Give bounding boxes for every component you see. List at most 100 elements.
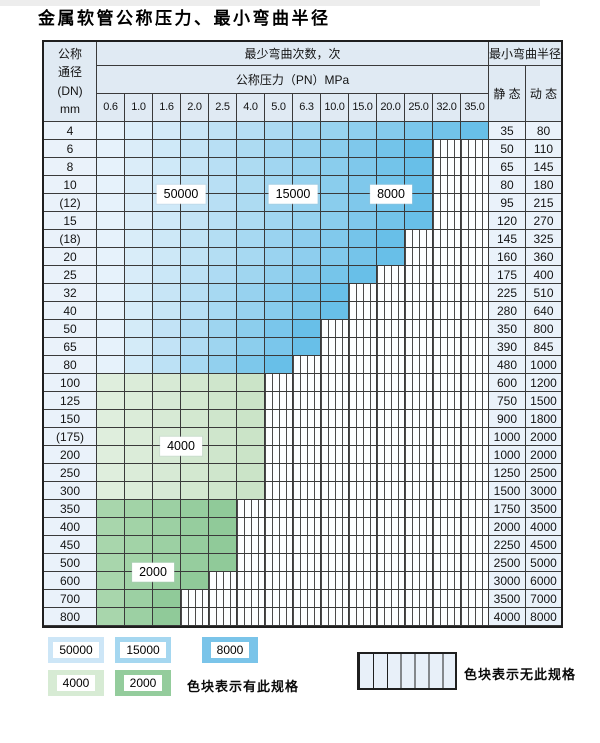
no-spec-cell <box>433 230 461 248</box>
spec-cell <box>321 284 349 302</box>
no-spec-cell <box>349 374 377 392</box>
legend-swatch-label: 4000 <box>56 675 96 691</box>
no-spec-cell <box>265 536 293 554</box>
no-spec-cell <box>461 554 489 572</box>
spec-cell <box>125 446 153 464</box>
no-spec-cell <box>293 500 321 518</box>
dynamic-radius-cell: 2000 <box>526 446 561 464</box>
bend-cycles-label: 8000 <box>370 184 412 204</box>
spec-cell <box>209 410 237 428</box>
spec-cell <box>153 518 181 536</box>
spec-cell <box>209 212 237 230</box>
no-spec-cell <box>433 536 461 554</box>
no-spec-cell <box>377 302 405 320</box>
no-spec-cell <box>377 482 405 500</box>
no-spec-cell <box>321 320 349 338</box>
no-spec-cell <box>349 284 377 302</box>
no-spec-cell <box>293 590 321 608</box>
no-spec-cell <box>461 500 489 518</box>
spec-cell <box>237 392 265 410</box>
spec-cell <box>97 446 125 464</box>
spec-cell <box>209 284 237 302</box>
dn-cell: 20 <box>44 248 97 266</box>
no-spec-cell <box>237 518 265 536</box>
no-spec-cell <box>377 608 405 626</box>
spec-cell <box>125 302 153 320</box>
static-radius-cell: 160 <box>489 248 526 266</box>
spec-cell <box>265 320 293 338</box>
spec-cell <box>265 248 293 266</box>
spec-cell <box>209 122 237 140</box>
dn-cell: 6 <box>44 140 97 158</box>
dynamic-radius-cell: 6000 <box>526 572 561 590</box>
spec-cell <box>181 464 209 482</box>
spec-cell <box>125 392 153 410</box>
spec-cell <box>265 338 293 356</box>
spec-cell <box>209 338 237 356</box>
spec-cell <box>97 194 125 212</box>
no-spec-cell <box>265 392 293 410</box>
spec-cell <box>405 194 433 212</box>
no-spec-cell <box>377 590 405 608</box>
spec-cell <box>377 140 405 158</box>
static-radius-cell: 3500 <box>489 590 526 608</box>
no-spec-cell <box>349 590 377 608</box>
spec-cell <box>125 320 153 338</box>
no-spec-cell <box>321 464 349 482</box>
spec-cell <box>209 176 237 194</box>
spec-cell <box>125 158 153 176</box>
dynamic-radius-cell: 180 <box>526 176 561 194</box>
spec-cell <box>97 284 125 302</box>
dynamic-radius-cell: 325 <box>526 230 561 248</box>
static-radius-cell: 1500 <box>489 482 526 500</box>
bend-cycles-header: 最少弯曲次数，次 <box>97 42 489 66</box>
spec-cell <box>377 248 405 266</box>
no-spec-cell <box>405 230 433 248</box>
legend-swatch-label: 8000 <box>210 642 250 658</box>
static-radius-cell: 50 <box>489 140 526 158</box>
dynamic-radius-cell: 360 <box>526 248 561 266</box>
spec-cell <box>125 338 153 356</box>
no-spec-cell <box>349 392 377 410</box>
no-spec-cell <box>349 518 377 536</box>
spec-cell <box>125 410 153 428</box>
static-radius-cell: 750 <box>489 392 526 410</box>
no-spec-cell <box>349 500 377 518</box>
dynamic-radius-cell: 2500 <box>526 464 561 482</box>
spec-cell <box>209 194 237 212</box>
no-spec-cell <box>321 338 349 356</box>
dn-cell: 8 <box>44 158 97 176</box>
spec-cell <box>125 428 153 446</box>
no-spec-cell <box>461 608 489 626</box>
spec-cell <box>181 410 209 428</box>
static-radius-cell: 80 <box>489 176 526 194</box>
no-spec-cell <box>293 464 321 482</box>
legend-swatch: 50000 <box>48 637 104 663</box>
static-radius-cell: 350 <box>489 320 526 338</box>
spec-cell <box>237 140 265 158</box>
spec-cell <box>153 302 181 320</box>
no-spec-cell <box>433 410 461 428</box>
no-spec-cell <box>461 140 489 158</box>
dynamic-radius-cell: 800 <box>526 320 561 338</box>
spec-cell <box>293 122 321 140</box>
spec-cell <box>97 554 125 572</box>
spec-cell <box>153 356 181 374</box>
spec-cell <box>237 356 265 374</box>
no-spec-cell <box>377 536 405 554</box>
pressure-col-header: 35.0 <box>461 94 489 122</box>
dynamic-radius-cell: 1800 <box>526 410 561 428</box>
spec-cell <box>125 284 153 302</box>
no-spec-cell <box>461 482 489 500</box>
no-spec-cell <box>461 428 489 446</box>
dynamic-radius-cell: 3500 <box>526 500 561 518</box>
spec-cell <box>293 284 321 302</box>
bend-cycles-label: 4000 <box>160 436 202 456</box>
spec-cell <box>97 212 125 230</box>
spec-cell <box>321 122 349 140</box>
spec-cell <box>97 356 125 374</box>
no-spec-cell <box>293 374 321 392</box>
bend-cycles-label: 15000 <box>268 184 318 204</box>
dn-header-line: mm <box>60 101 80 116</box>
spec-cell <box>293 158 321 176</box>
